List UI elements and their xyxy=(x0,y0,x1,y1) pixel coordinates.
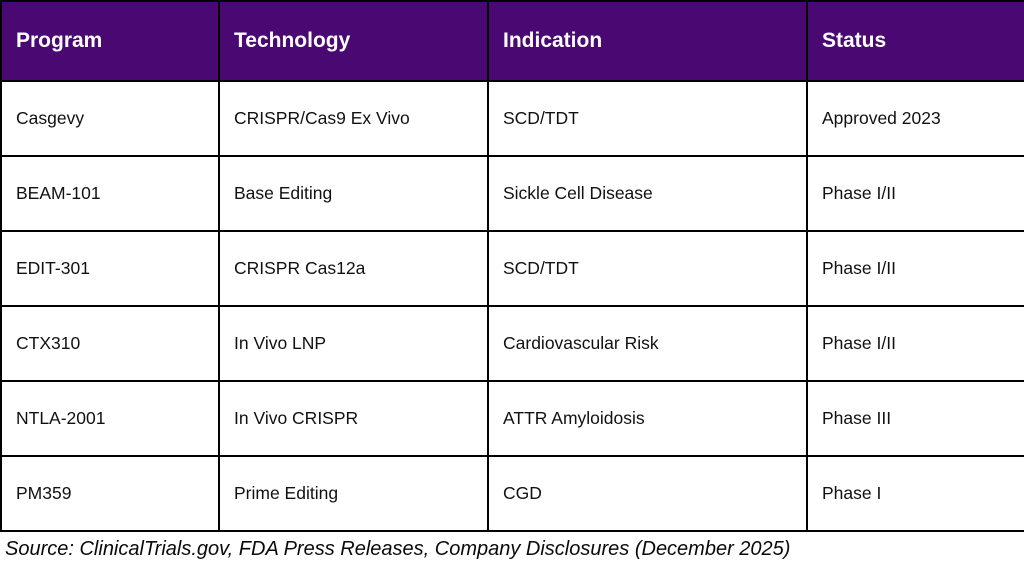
cell-indication: Sickle Cell Disease xyxy=(487,155,808,232)
table-row: Casgevy CRISPR/Cas9 Ex Vivo SCD/TDT Appr… xyxy=(0,80,1024,157)
table-row: EDIT-301 CRISPR Cas12a SCD/TDT Phase I/I… xyxy=(0,230,1024,307)
table-row: PM359 Prime Editing CGD Phase I xyxy=(0,455,1024,532)
cell-status: Phase I/II xyxy=(806,305,1024,382)
cell-technology: Prime Editing xyxy=(218,455,489,532)
column-header-indication: Indication xyxy=(487,0,808,82)
column-header-technology: Technology xyxy=(218,0,489,82)
cell-technology: In Vivo CRISPR xyxy=(218,380,489,457)
cell-indication: ATTR Amyloidosis xyxy=(487,380,808,457)
cell-indication: CGD xyxy=(487,455,808,532)
cell-program: CTX310 xyxy=(0,305,220,382)
cell-program: Casgevy xyxy=(0,80,220,157)
cell-indication: SCD/TDT xyxy=(487,80,808,157)
cell-program: EDIT-301 xyxy=(0,230,220,307)
cell-status: Phase I/II xyxy=(806,155,1024,232)
cell-status: Phase III xyxy=(806,380,1024,457)
cell-status: Phase I/II xyxy=(806,230,1024,307)
cell-indication: SCD/TDT xyxy=(487,230,808,307)
table-header-row: Program Technology Indication Status xyxy=(0,0,1024,82)
cell-program: PM359 xyxy=(0,455,220,532)
cell-technology: CRISPR Cas12a xyxy=(218,230,489,307)
table-row: BEAM-101 Base Editing Sickle Cell Diseas… xyxy=(0,155,1024,232)
column-header-status: Status xyxy=(806,0,1024,82)
cell-status: Approved 2023 xyxy=(806,80,1024,157)
table-row: CTX310 In Vivo LNP Cardiovascular Risk P… xyxy=(0,305,1024,382)
source-citation: Source: ClinicalTrials.gov, FDA Press Re… xyxy=(5,538,791,560)
cell-status: Phase I xyxy=(806,455,1024,532)
table-row: NTLA-2001 In Vivo CRISPR ATTR Amyloidosi… xyxy=(0,380,1024,457)
cell-technology: CRISPR/Cas9 Ex Vivo xyxy=(218,80,489,157)
cell-program: NTLA-2001 xyxy=(0,380,220,457)
column-header-program: Program xyxy=(0,0,220,82)
cell-technology: Base Editing xyxy=(218,155,489,232)
cell-program: BEAM-101 xyxy=(0,155,220,232)
cell-indication: Cardiovascular Risk xyxy=(487,305,808,382)
cell-technology: In Vivo LNP xyxy=(218,305,489,382)
clinical-programs-table: Program Technology Indication Status Cas… xyxy=(0,0,1024,532)
